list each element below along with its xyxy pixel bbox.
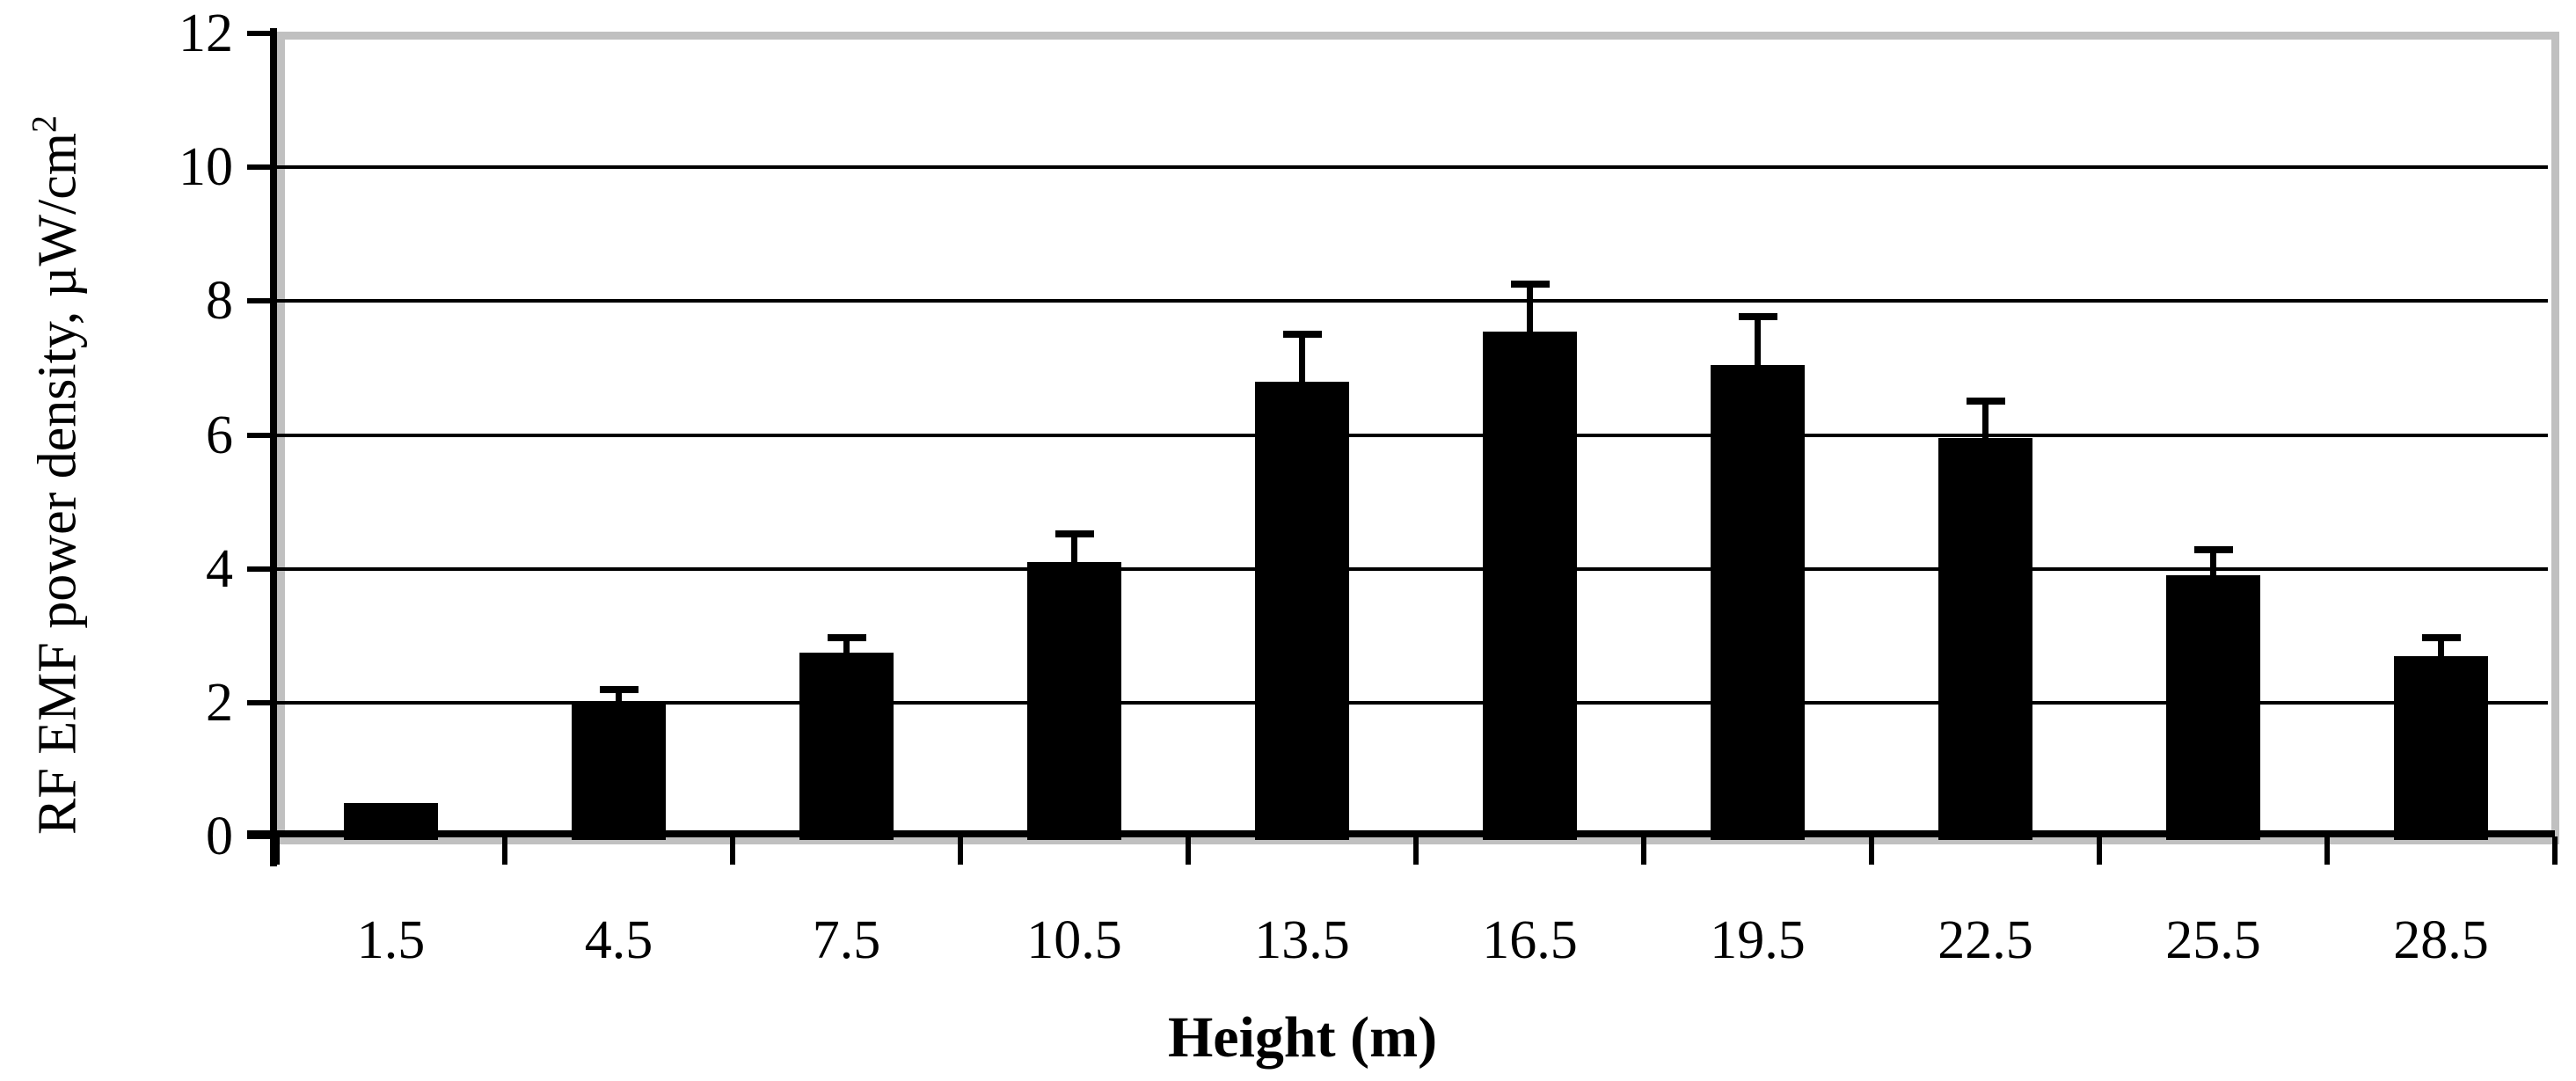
y-tick-label-0: 0 <box>206 807 233 866</box>
x-tick-0 <box>274 836 280 865</box>
x-tick-5 <box>1413 836 1419 865</box>
bar-16.5 <box>1483 331 1577 840</box>
x-tick-1 <box>502 836 507 865</box>
x-tick-9 <box>2324 836 2330 865</box>
x-tick-label-28.5: 28.5 <box>2393 910 2489 970</box>
error-line-7.5 <box>843 641 850 653</box>
error-cap-28.5 <box>2421 634 2461 642</box>
error-cap-22.5 <box>1966 398 2005 405</box>
x-axis-line <box>247 830 2555 837</box>
error-line-13.5 <box>1299 338 1305 382</box>
x-tick-7 <box>1869 836 1874 865</box>
error-line-4.5 <box>616 692 622 703</box>
error-cap-13.5 <box>1282 331 1322 339</box>
error-line-16.5 <box>1527 288 1533 332</box>
x-tick-6 <box>1641 836 1646 865</box>
y-tick-label-4: 4 <box>206 538 233 599</box>
error-cap-7.5 <box>827 634 866 642</box>
x-tick-label-1.5: 1.5 <box>356 910 426 970</box>
bar-4.5 <box>572 702 666 840</box>
gridline-4 <box>277 566 2548 571</box>
gridline-6 <box>277 433 2548 437</box>
error-line-28.5 <box>2438 641 2444 656</box>
error-line-19.5 <box>1755 319 1761 365</box>
bar-1.5 <box>344 802 438 840</box>
y-tick-label-10: 10 <box>179 137 233 198</box>
bar-28.5 <box>2394 655 2488 840</box>
y-tick-4 <box>247 566 270 572</box>
y-tick-2 <box>247 699 270 705</box>
x-tick-label-16.5: 16.5 <box>1482 910 1578 970</box>
bar-7.5 <box>799 652 894 840</box>
y-axis-line <box>270 28 277 866</box>
x-tick-8 <box>2097 836 2102 865</box>
error-cap-16.5 <box>1510 281 1550 289</box>
bar-22.5 <box>1938 438 2032 840</box>
error-line-22.5 <box>1982 405 1989 439</box>
x-tick-label-19.5: 19.5 <box>1710 910 1806 970</box>
y-tick-6 <box>247 432 270 438</box>
x-tick-label-22.5: 22.5 <box>1937 910 2033 970</box>
y-tick-0 <box>247 834 270 839</box>
x-tick-2 <box>730 836 735 865</box>
bar-13.5 <box>1255 381 1349 840</box>
gridline-2 <box>277 700 2548 705</box>
x-tick-label-25.5: 25.5 <box>2165 910 2261 970</box>
x-tick-label-10.5: 10.5 <box>1026 910 1122 970</box>
gridline-10 <box>277 165 2548 170</box>
error-cap-19.5 <box>1738 312 1777 320</box>
y-tick-label-6: 6 <box>206 405 233 465</box>
y-tick-8 <box>247 298 270 304</box>
y-tick-label-2: 2 <box>206 672 233 733</box>
error-cap-10.5 <box>1054 530 1094 538</box>
error-cap-25.5 <box>2193 546 2233 554</box>
y-tick-label-12: 12 <box>179 4 233 63</box>
error-cap-4.5 <box>599 685 639 693</box>
error-line-10.5 <box>1071 537 1077 563</box>
y-tick-label-8: 8 <box>206 271 233 332</box>
y-tick-12 <box>247 31 270 36</box>
x-axis-title: Height (m) <box>1167 1005 1438 1070</box>
x-tick-label-4.5: 4.5 <box>584 910 653 970</box>
gridline-8 <box>277 299 2548 303</box>
x-tick-label-13.5: 13.5 <box>1254 910 1350 970</box>
x-tick-10 <box>2552 836 2558 865</box>
bar-10.5 <box>1027 562 1121 840</box>
bar-19.5 <box>1711 364 1805 840</box>
x-tick-4 <box>1186 836 1191 865</box>
error-line-25.5 <box>2210 553 2216 576</box>
bar-25.5 <box>2166 575 2260 840</box>
x-tick-label-7.5: 7.5 <box>812 910 881 970</box>
y-tick-10 <box>247 164 270 171</box>
x-tick-3 <box>958 836 963 865</box>
